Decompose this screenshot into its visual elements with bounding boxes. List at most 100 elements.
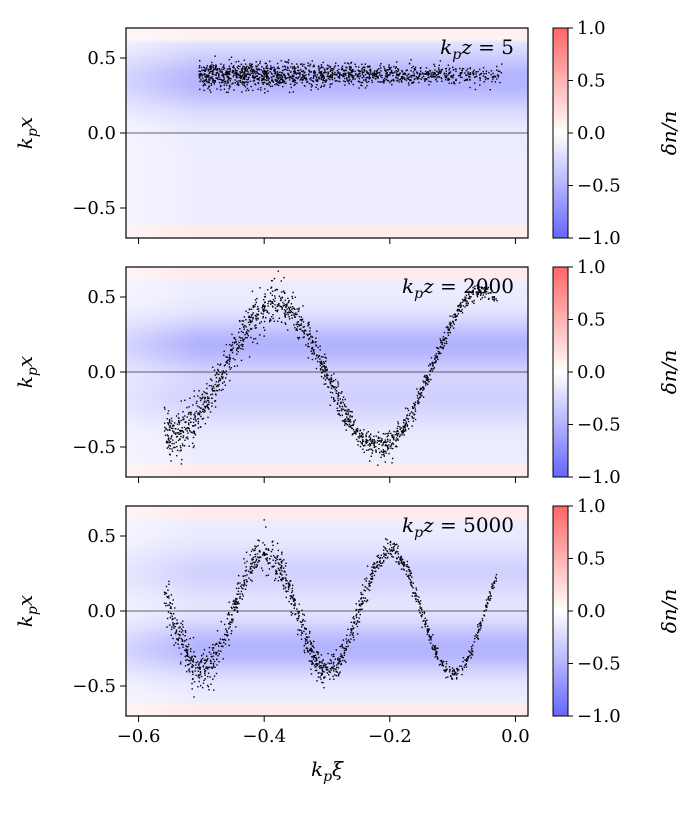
particle	[281, 551, 283, 553]
particle	[295, 613, 297, 615]
particle	[453, 672, 455, 675]
particle	[266, 67, 268, 69]
particle	[177, 449, 179, 452]
particle	[250, 570, 252, 573]
particle	[275, 570, 277, 572]
particle	[236, 76, 238, 78]
particle	[350, 628, 352, 630]
particle	[471, 301, 474, 303]
particle	[269, 68, 271, 70]
particle	[226, 362, 228, 364]
particle	[363, 76, 365, 78]
particle	[454, 315, 456, 318]
particle	[192, 636, 195, 639]
particle	[390, 432, 392, 435]
particle	[216, 630, 219, 632]
particle	[371, 79, 373, 82]
particle	[403, 426, 405, 429]
particle	[455, 672, 457, 675]
particle	[387, 74, 390, 77]
particle	[368, 589, 371, 592]
particle	[207, 81, 209, 84]
particle	[234, 79, 236, 81]
particle	[294, 308, 296, 311]
particle	[291, 597, 294, 599]
particle	[312, 655, 315, 657]
particle	[382, 561, 385, 563]
particle	[311, 346, 314, 349]
particle	[178, 433, 180, 435]
particle	[200, 659, 203, 661]
particle	[228, 58, 231, 61]
particle	[273, 72, 276, 75]
particle	[318, 661, 321, 663]
particle	[244, 583, 246, 585]
particle	[296, 325, 299, 328]
particle	[366, 449, 368, 451]
particle	[204, 410, 206, 412]
particle	[281, 308, 283, 310]
particle	[298, 616, 300, 618]
particle	[391, 71, 393, 73]
particle	[300, 328, 302, 330]
particle	[361, 443, 363, 445]
particle	[359, 70, 361, 72]
particle	[292, 584, 294, 587]
particle	[446, 325, 449, 328]
particle	[489, 599, 491, 601]
particle	[424, 376, 427, 378]
particle	[202, 682, 205, 684]
particle	[239, 75, 242, 78]
particle	[223, 354, 225, 356]
particle	[329, 678, 331, 680]
particle	[235, 600, 237, 602]
particle	[260, 312, 262, 314]
particle	[309, 65, 311, 67]
particle	[199, 397, 201, 399]
particle	[244, 588, 247, 590]
particle	[389, 71, 391, 74]
particle	[352, 616, 355, 618]
particle	[447, 74, 449, 76]
particle	[401, 430, 403, 433]
particle	[362, 593, 364, 596]
particle	[267, 72, 270, 74]
particle	[410, 411, 413, 413]
particle	[166, 434, 169, 436]
particle	[395, 550, 398, 553]
particle	[311, 358, 314, 361]
particle	[299, 319, 301, 321]
particle	[315, 344, 317, 346]
particle	[365, 435, 367, 438]
particle	[191, 688, 193, 690]
particle	[181, 458, 183, 461]
particle	[392, 443, 395, 445]
particle	[222, 639, 225, 641]
particle	[212, 678, 214, 680]
particle	[460, 306, 462, 308]
particle	[276, 558, 278, 561]
particle	[440, 341, 442, 344]
particle	[266, 70, 268, 73]
particle	[411, 67, 413, 69]
particle	[327, 73, 329, 76]
particle	[195, 664, 197, 666]
particle	[416, 71, 418, 73]
particle	[319, 71, 321, 73]
particle	[337, 397, 339, 400]
particle	[235, 339, 237, 341]
particle	[264, 544, 266, 546]
particle	[301, 621, 303, 623]
particle	[253, 305, 255, 308]
particle	[381, 451, 384, 453]
particle	[346, 416, 348, 418]
particle	[455, 319, 457, 321]
particle	[438, 67, 440, 69]
particle	[244, 336, 247, 339]
particle	[280, 578, 282, 581]
particle	[469, 655, 471, 657]
particle	[316, 354, 318, 357]
particle	[300, 70, 303, 73]
particle	[355, 433, 357, 435]
particle	[236, 343, 238, 345]
